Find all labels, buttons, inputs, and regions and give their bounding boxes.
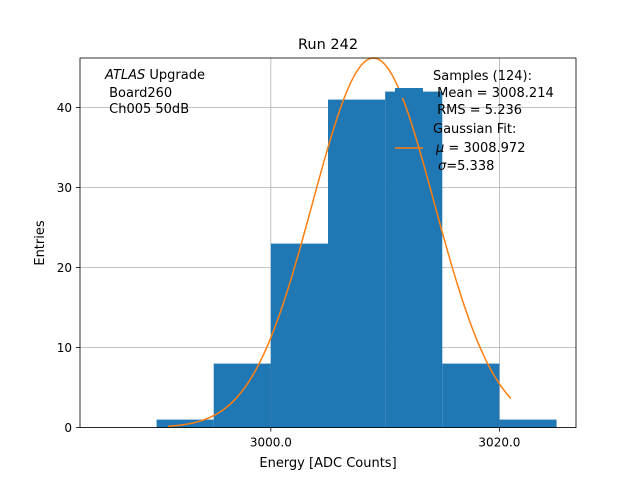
- legend-samples-rms: RMS = 5.236: [433, 103, 522, 118]
- histogram-bar: [270, 243, 328, 428]
- svg-text:ATLAS Upgrade: ATLAS Upgrade: [104, 68, 205, 83]
- y-tick-label: 30: [57, 181, 72, 195]
- x-axis-label: Energy [ADC Counts]: [259, 456, 396, 471]
- y-tick-label: 10: [57, 341, 72, 355]
- chart-title: Run 242: [298, 37, 358, 53]
- legend-samples-mean: Mean = 3008.214: [433, 86, 554, 101]
- annotation-channel: Ch005 50dB: [105, 102, 189, 117]
- histogram-bar: [328, 99, 386, 428]
- atlas-annotation: ATLAS Upgrade Board260 Ch005 50dB: [104, 68, 205, 117]
- plot-frame: [79, 57, 577, 429]
- x-tick-label: 3000.0: [250, 436, 292, 450]
- legend-fit-sigma-symbol: σ: [438, 159, 447, 174]
- y-axis-label: Entries: [33, 220, 48, 266]
- gaussian-fit-curve: [167, 57, 512, 428]
- legend-fit-mu-value: = 3008.972: [444, 141, 525, 156]
- svg-text:σ=5.338: σ=5.338: [438, 159, 494, 174]
- annotation-atlas: ATLAS: [104, 68, 145, 83]
- legend-samples-swatch: [395, 88, 423, 98]
- legend-fit-title: Gaussian Fit:: [433, 122, 516, 137]
- histogram-bar: [385, 91, 443, 428]
- legend-samples-title: Samples (124):: [433, 69, 532, 84]
- y-tick-label: 0: [64, 421, 72, 435]
- svg-text:μ = 3008.972: μ = 3008.972: [435, 141, 525, 156]
- legend-fit-mu-symbol: μ: [435, 141, 444, 156]
- annotation-upgrade: Upgrade: [145, 68, 205, 83]
- histogram-bar: [442, 363, 500, 428]
- y-tick-label: 40: [57, 101, 72, 115]
- histogram-bar: [499, 419, 557, 428]
- annotation-board: Board260: [105, 86, 172, 101]
- x-axis-ticks: 3000.0 3020.0: [250, 427, 520, 450]
- histogram-bar: [213, 363, 271, 428]
- y-tick-label: 20: [57, 261, 72, 275]
- x-tick-label: 3020.0: [478, 436, 520, 450]
- legend-fit-sigma-value: =5.338: [446, 159, 494, 174]
- y-axis-ticks: 0 10 20 30 40: [57, 101, 80, 435]
- legend: Samples (124): Mean = 3008.214 RMS = 5.2…: [395, 69, 554, 174]
- histogram-bar: [156, 419, 214, 428]
